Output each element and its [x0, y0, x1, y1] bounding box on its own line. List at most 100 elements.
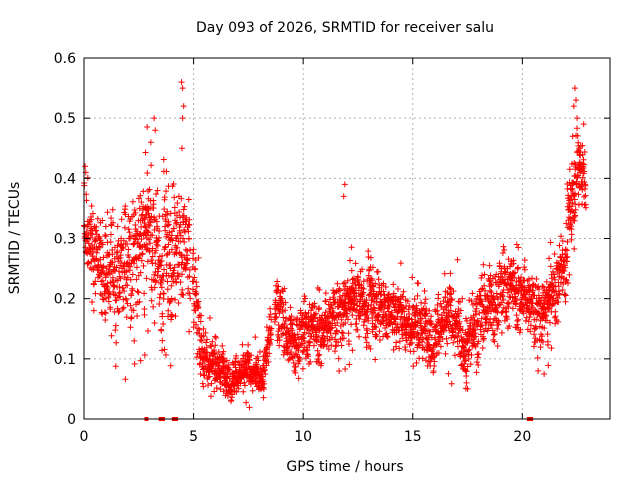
- data-point: [457, 298, 464, 305]
- data-point: [370, 304, 377, 311]
- data-point: [84, 236, 91, 243]
- data-point: [341, 181, 348, 188]
- y-tick-label: 0: [67, 412, 76, 428]
- data-point: [311, 303, 318, 310]
- data-point: [457, 323, 464, 330]
- data-point: [419, 338, 426, 345]
- data-point: [545, 362, 552, 369]
- data-point: [472, 333, 479, 340]
- data-point: [316, 351, 323, 358]
- data-point: [232, 358, 239, 365]
- data-point: [325, 346, 332, 353]
- data-point: [338, 329, 345, 336]
- y-tick-label: 0.3: [54, 232, 76, 248]
- data-point: [464, 385, 471, 392]
- data-point: [131, 260, 138, 267]
- data-point: [162, 227, 169, 234]
- data-point: [515, 244, 522, 251]
- data-point: [164, 286, 171, 293]
- data-point: [325, 313, 332, 320]
- data-point: [562, 292, 569, 299]
- data-point: [499, 250, 506, 257]
- data-point: [375, 276, 382, 283]
- data-point: [212, 342, 219, 349]
- data-point: [324, 333, 331, 340]
- data-point: [498, 309, 505, 316]
- data-point: [118, 259, 125, 266]
- data-point: [193, 283, 200, 290]
- data-point: [579, 186, 586, 193]
- data-point: [311, 311, 318, 318]
- data-point: [136, 298, 143, 305]
- data-point: [288, 320, 295, 327]
- data-point: [300, 298, 307, 305]
- data-point: [171, 264, 178, 271]
- data-point: [179, 115, 186, 122]
- data-point: [501, 247, 508, 254]
- data-point: [143, 246, 150, 253]
- data-point: [422, 357, 429, 364]
- data-point: [432, 336, 439, 343]
- data-point: [195, 254, 202, 261]
- data-point: [568, 203, 575, 210]
- data-point: [441, 270, 448, 277]
- data-point: [272, 314, 279, 321]
- data-point: [568, 236, 575, 243]
- data-point: [102, 223, 109, 230]
- data-point: [107, 306, 114, 313]
- data-point: [485, 325, 492, 332]
- data-point: [490, 319, 497, 326]
- data-point: [279, 295, 286, 302]
- data-point: [365, 248, 372, 255]
- data-point: [93, 249, 100, 256]
- data-point: [114, 248, 121, 255]
- data-point: [421, 323, 428, 330]
- data-point: [561, 268, 568, 275]
- data-point: [353, 320, 360, 327]
- data-point: [128, 290, 135, 297]
- data-point: [362, 302, 369, 309]
- data-point: [174, 244, 181, 251]
- data-point: [373, 299, 380, 306]
- data-point: [177, 279, 184, 286]
- data-point: [261, 380, 268, 387]
- x-tick-label: 0: [80, 429, 89, 445]
- data-point: [488, 322, 495, 329]
- data-point: [180, 291, 187, 298]
- data-point: [470, 326, 477, 333]
- data-point: [180, 206, 187, 213]
- data-point: [489, 327, 496, 334]
- data-point: [552, 313, 559, 320]
- data-point: [409, 304, 416, 311]
- data-point: [377, 305, 384, 312]
- data-point: [140, 262, 147, 269]
- data-point: [187, 295, 194, 302]
- data-point: [365, 302, 372, 309]
- data-point: [487, 280, 494, 287]
- data-point: [507, 282, 514, 289]
- data-point: [206, 373, 213, 380]
- data-point: [133, 264, 140, 271]
- data-point: [162, 218, 169, 225]
- data-point: [402, 344, 409, 351]
- data-point: [285, 330, 292, 337]
- data-point: [527, 322, 534, 329]
- data-point: [479, 322, 486, 329]
- data-point: [145, 228, 152, 235]
- data-point: [410, 348, 417, 355]
- data-point: [502, 269, 509, 276]
- data-point: [144, 170, 151, 177]
- data-point: [369, 320, 376, 327]
- data-point: [529, 287, 536, 294]
- data-point: [559, 238, 566, 245]
- data-point: [234, 379, 241, 386]
- data-point: [498, 299, 505, 306]
- data-point: [547, 319, 554, 326]
- data-point: [235, 385, 242, 392]
- data-point: [571, 85, 578, 92]
- data-point: [481, 282, 488, 289]
- data-point: [143, 241, 150, 248]
- data-point: [551, 300, 558, 307]
- data-point: [486, 305, 493, 312]
- data-point: [157, 280, 164, 287]
